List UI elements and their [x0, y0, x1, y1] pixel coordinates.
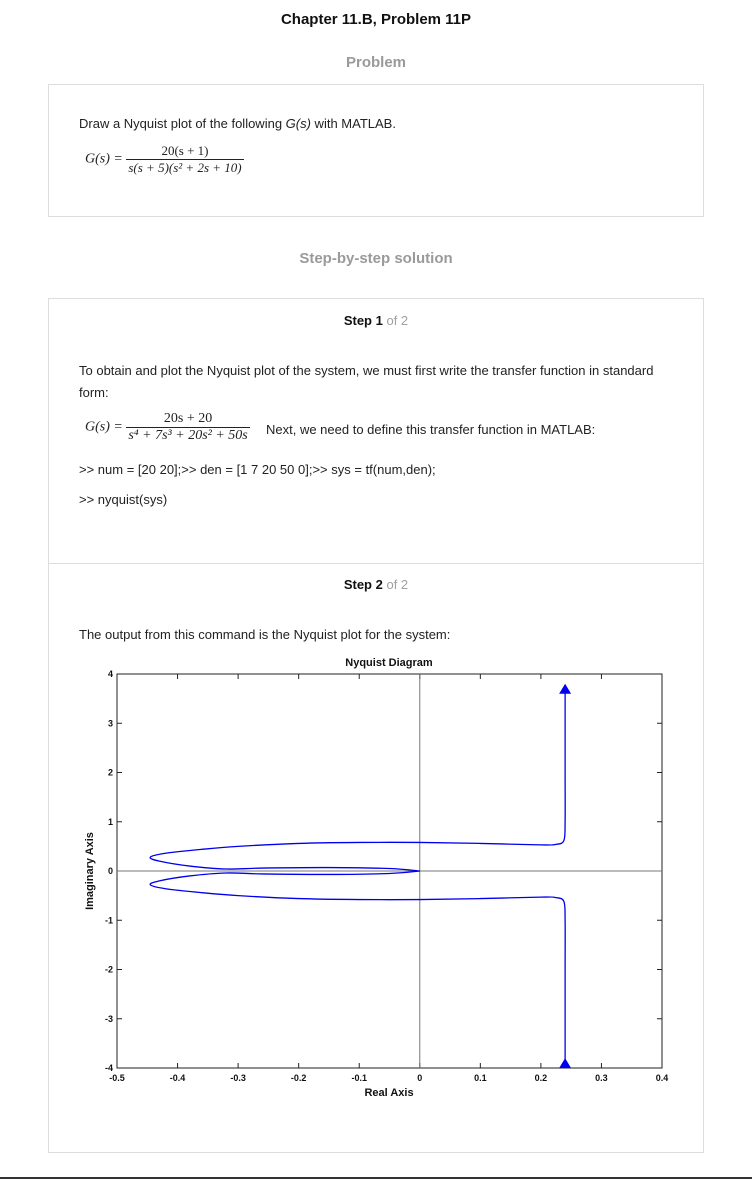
x-tick-label: 0: [417, 1073, 422, 1083]
direction-arrow: [559, 1058, 572, 1069]
x-tick-label: 0.3: [595, 1073, 608, 1083]
y-tick-label: 4: [108, 669, 113, 679]
x-tick-label: -0.1: [351, 1073, 367, 1083]
y-tick-label: -1: [105, 915, 113, 925]
step1-eq-numerator: 20s + 20: [163, 411, 213, 426]
solution-card: Step 1 of 2 To obtain and plot the Nyqui…: [48, 298, 704, 1153]
problem-card: Draw a Nyquist plot of the following G(s…: [48, 84, 704, 217]
y-tick-label: 3: [108, 718, 113, 728]
x-tick-label: -0.3: [230, 1073, 246, 1083]
x-tick-label: -0.5: [109, 1073, 125, 1083]
step1-label: Step 1 of 2: [343, 313, 409, 328]
x-tick-label: 0.4: [656, 1073, 669, 1083]
step1-eq-denominator: s⁴ + 7s³ + 20s² + 50s: [126, 427, 250, 443]
problem-eq-numerator: 20(s + 1): [161, 143, 209, 158]
y-tick-labels: -4 -3 -2 -1 0 1 2 3 4: [105, 669, 113, 1073]
step2-label: Step 2 of 2: [343, 577, 409, 592]
problem-eq-denominator: s(s + 5)(s² + 2s + 10): [126, 159, 244, 175]
x-tick-label: 0.2: [535, 1073, 548, 1083]
x-tick-labels: -0.5 -0.4 -0.3 -0.2 -0.1 0 0.1 0.2 0.3 0.4: [109, 1073, 668, 1083]
step1-code-line-2: >> nyquist(sys): [79, 492, 168, 507]
tick-marks: [116, 673, 663, 1069]
nyquist-upper-branch: [149, 688, 566, 872]
y-axis-label: Imaginary Axis: [84, 832, 96, 910]
problem-heading: Problem: [345, 54, 406, 71]
problem-text: Draw a Nyquist plot of the following G(s…: [79, 116, 396, 131]
y-tick-label: 1: [108, 817, 113, 827]
problem-g-symbol: G(s): [285, 116, 311, 131]
nyquist-chart: Nyquist Diagram -0.5 -0.4 -0.3 -0.2 -0.1 0 0.1…: [84, 657, 668, 1099]
x-tick-label: 0.1: [474, 1073, 487, 1083]
y-tick-label: -4: [105, 1063, 113, 1073]
nyquist-lower-branch: [149, 870, 566, 1064]
page-title: Chapter 11.B, Problem 11P: [280, 11, 472, 28]
solution-heading: Step-by-step solution: [299, 250, 453, 267]
problem-equation: G(s) = 20(s + 1) s(s + 5)(s² + 2s + 10): [85, 143, 244, 175]
step-divider: [49, 563, 703, 564]
step2-paragraph: The output from this command is the Nyqu…: [79, 627, 451, 642]
step1-equation: G(s) = 20s + 20 s⁴ + 7s³ + 20s² + 50s: [85, 411, 250, 443]
direction-arrow: [559, 683, 572, 694]
y-tick-label: 0: [108, 866, 113, 876]
y-tick-label: 2: [108, 768, 113, 778]
nyquist-curves: [149, 683, 572, 1069]
step1-code-line-1: >> num = [20 20];>> den = [1 7 20 50 0];…: [79, 462, 436, 477]
x-axis-label: Real Axis: [364, 1087, 413, 1099]
step1-paragraph: To obtain and plot the Nyquist plot of t…: [79, 363, 654, 400]
x-tick-label: -0.4: [170, 1073, 186, 1083]
x-tick-label: -0.2: [291, 1073, 307, 1083]
step1-next-text: Next, we need to define this transfer fu…: [266, 422, 596, 437]
y-tick-label: -3: [105, 1014, 113, 1024]
y-tick-label: -2: [105, 965, 113, 975]
chart-title: Nyquist Diagram: [345, 657, 433, 669]
page-bottom-border: [0, 1177, 752, 1179]
